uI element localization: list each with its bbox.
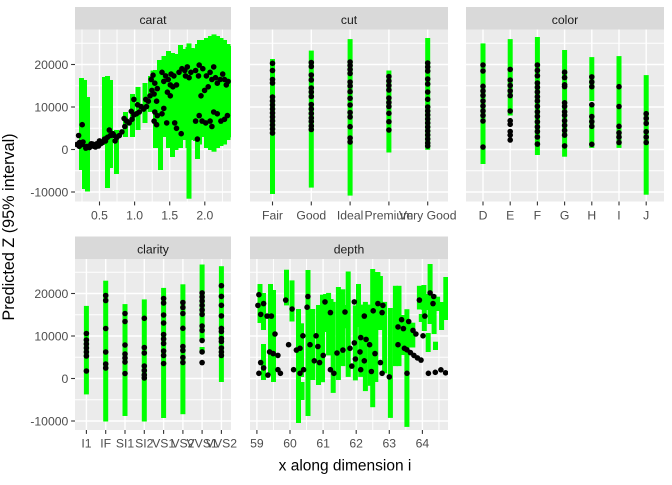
svg-text:20000: 20000 bbox=[34, 287, 68, 301]
svg-text:SI2: SI2 bbox=[135, 437, 154, 451]
svg-text:VVS1: VVS1 bbox=[187, 437, 218, 451]
svg-text:Very Good: Very Good bbox=[399, 209, 457, 223]
svg-text:I: I bbox=[617, 209, 620, 223]
svg-text:J: J bbox=[643, 209, 649, 223]
svg-text:clarity: clarity bbox=[137, 243, 170, 257]
svg-text:D: D bbox=[479, 209, 488, 223]
svg-text:VVS2: VVS2 bbox=[206, 437, 237, 451]
svg-text:1.5: 1.5 bbox=[161, 209, 178, 223]
svg-text:59: 59 bbox=[250, 437, 264, 451]
svg-text:Predicted Z (95% interval): Predicted Z (95% interval) bbox=[0, 133, 18, 320]
svg-text:-10000: -10000 bbox=[30, 185, 68, 199]
svg-text:Good: Good bbox=[296, 209, 326, 223]
svg-text:0.5: 0.5 bbox=[91, 209, 108, 223]
svg-text:60: 60 bbox=[283, 437, 297, 451]
svg-text:-10000: -10000 bbox=[30, 414, 68, 428]
svg-text:carat: carat bbox=[139, 13, 167, 27]
svg-text:Premium: Premium bbox=[365, 209, 414, 223]
svg-text:10000: 10000 bbox=[34, 329, 68, 343]
svg-text:0: 0 bbox=[62, 372, 69, 386]
svg-text:2.0: 2.0 bbox=[196, 209, 213, 223]
svg-text:F: F bbox=[534, 209, 541, 223]
svg-text:VS1: VS1 bbox=[152, 437, 175, 451]
svg-text:Fair: Fair bbox=[262, 209, 283, 223]
svg-text:G: G bbox=[560, 209, 569, 223]
svg-text:H: H bbox=[587, 209, 596, 223]
svg-text:0: 0 bbox=[62, 143, 69, 157]
svg-text:IF: IF bbox=[100, 437, 111, 451]
svg-text:E: E bbox=[506, 209, 514, 223]
svg-text:VS2: VS2 bbox=[171, 437, 194, 451]
svg-text:color: color bbox=[552, 13, 578, 27]
svg-text:20000: 20000 bbox=[34, 58, 68, 72]
svg-text:cut: cut bbox=[341, 13, 358, 27]
svg-text:Ideal: Ideal bbox=[337, 209, 363, 223]
svg-text:62: 62 bbox=[349, 437, 363, 451]
svg-text:x along dimension i: x along dimension i bbox=[279, 457, 412, 474]
svg-text:64: 64 bbox=[416, 437, 430, 451]
svg-text:61: 61 bbox=[316, 437, 330, 451]
svg-text:I1: I1 bbox=[81, 437, 91, 451]
svg-text:SI1: SI1 bbox=[116, 437, 135, 451]
svg-text:10000: 10000 bbox=[34, 100, 68, 114]
svg-text:1.0: 1.0 bbox=[126, 209, 143, 223]
svg-text:63: 63 bbox=[383, 437, 397, 451]
svg-text:depth: depth bbox=[334, 243, 365, 257]
